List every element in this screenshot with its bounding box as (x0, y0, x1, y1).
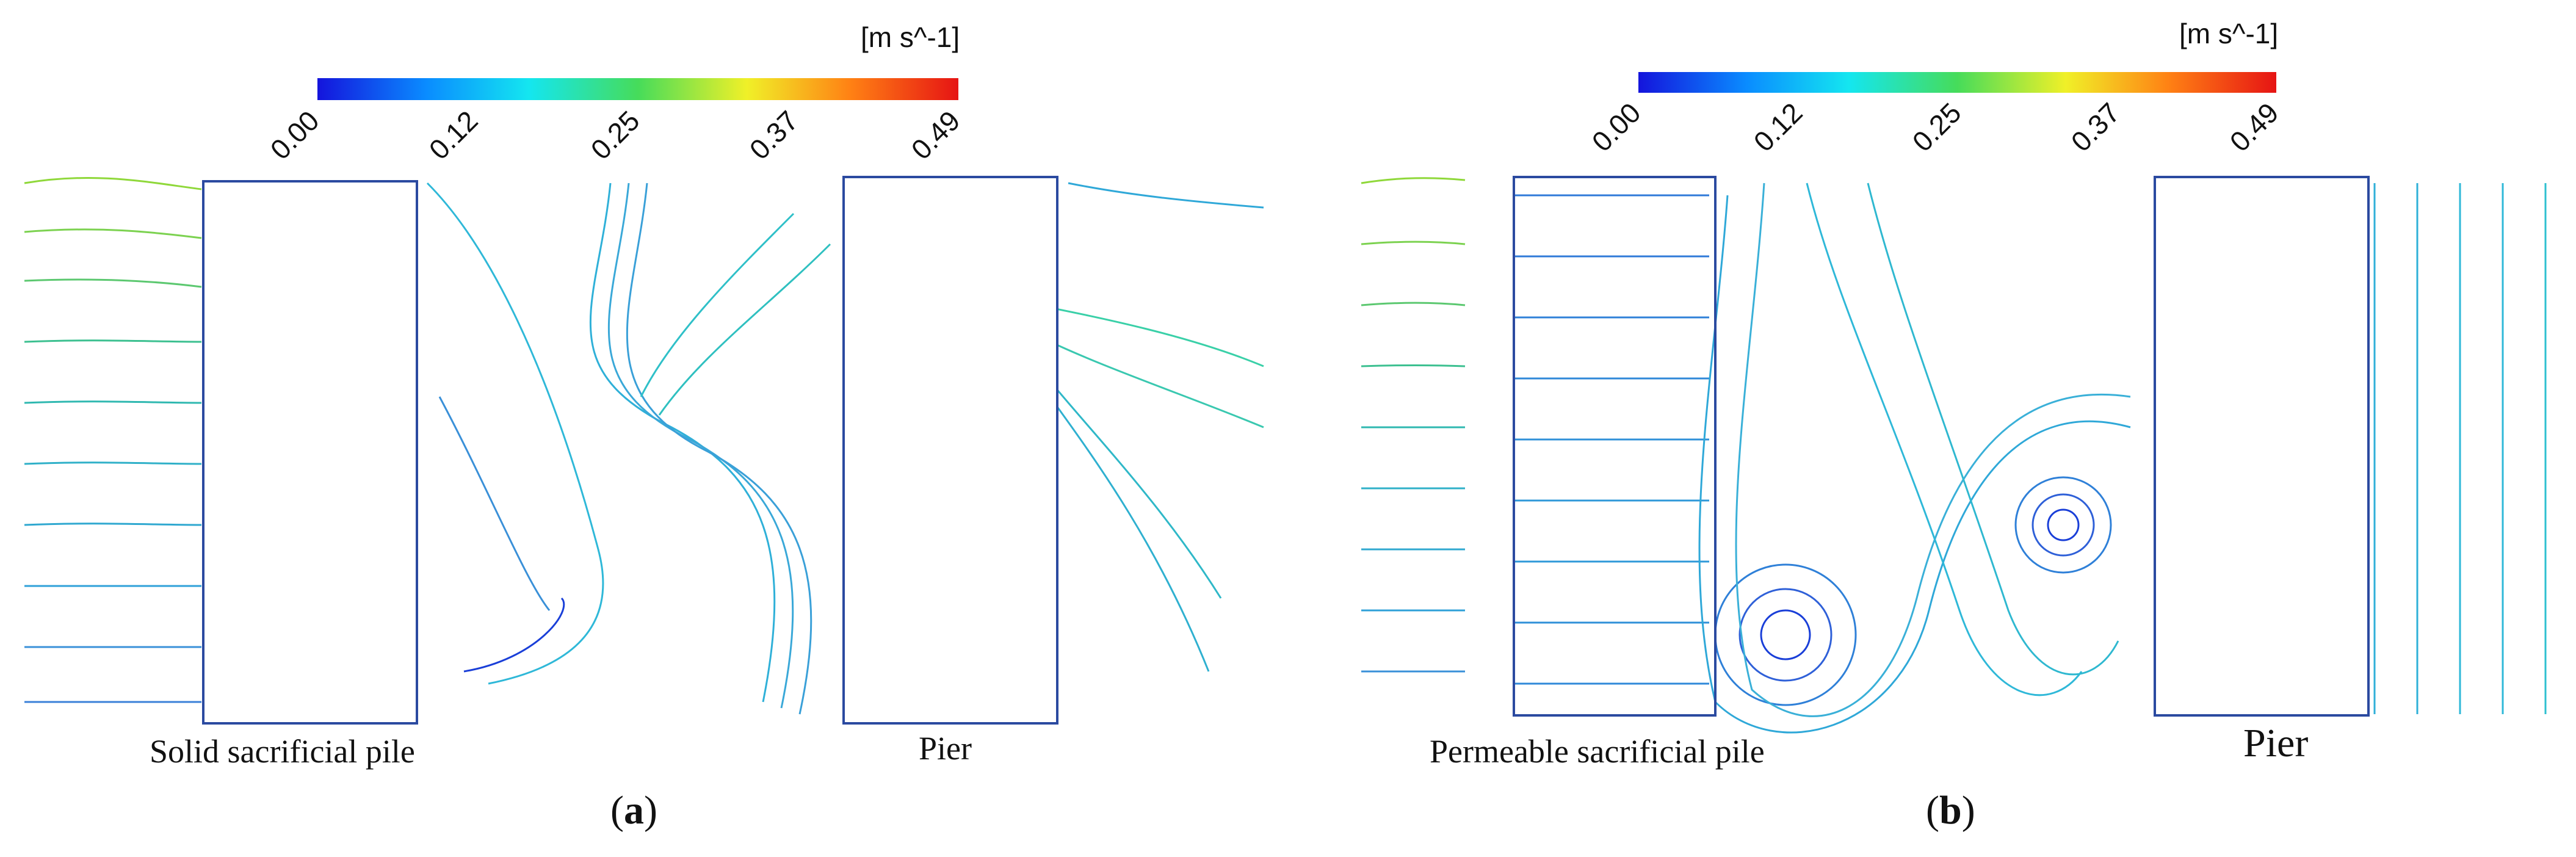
flow-field-b (1361, 72, 2547, 734)
pier-caption-b: Pier (2243, 721, 2309, 765)
panel-label-b: (b) (1926, 788, 1975, 833)
pier-caption-a: Pier (919, 730, 972, 767)
panel-a: [m s^-1] 0.00 0.12 0.25 0.37 0.49 Solid … (24, 21, 1264, 833)
colorbar-units-a: [m s^-1] (861, 21, 960, 53)
colorbar-a (317, 78, 958, 100)
pile-caption-a: Solid sacrificial pile (150, 733, 415, 770)
flow-field-a (24, 78, 1264, 725)
pier-rect-b (2154, 176, 2370, 717)
pier-rect-a (842, 176, 1058, 725)
panel-b: [m s^-1] 0.00 0.12 0.25 0.37 0.49 Permea… (1288, 0, 2576, 857)
panel-label-a: (a) (610, 788, 657, 833)
streamlines-a (24, 176, 1264, 715)
colorbar-units-b: [m s^-1] (2179, 18, 2279, 49)
solid-pile-rect (202, 180, 418, 725)
permeable-pile-rect (1513, 176, 1717, 717)
pile-caption-b: Permeable sacrificial pile (1430, 733, 1765, 770)
colorbar-b (1638, 72, 2276, 93)
streamlines-b (1361, 177, 2547, 734)
